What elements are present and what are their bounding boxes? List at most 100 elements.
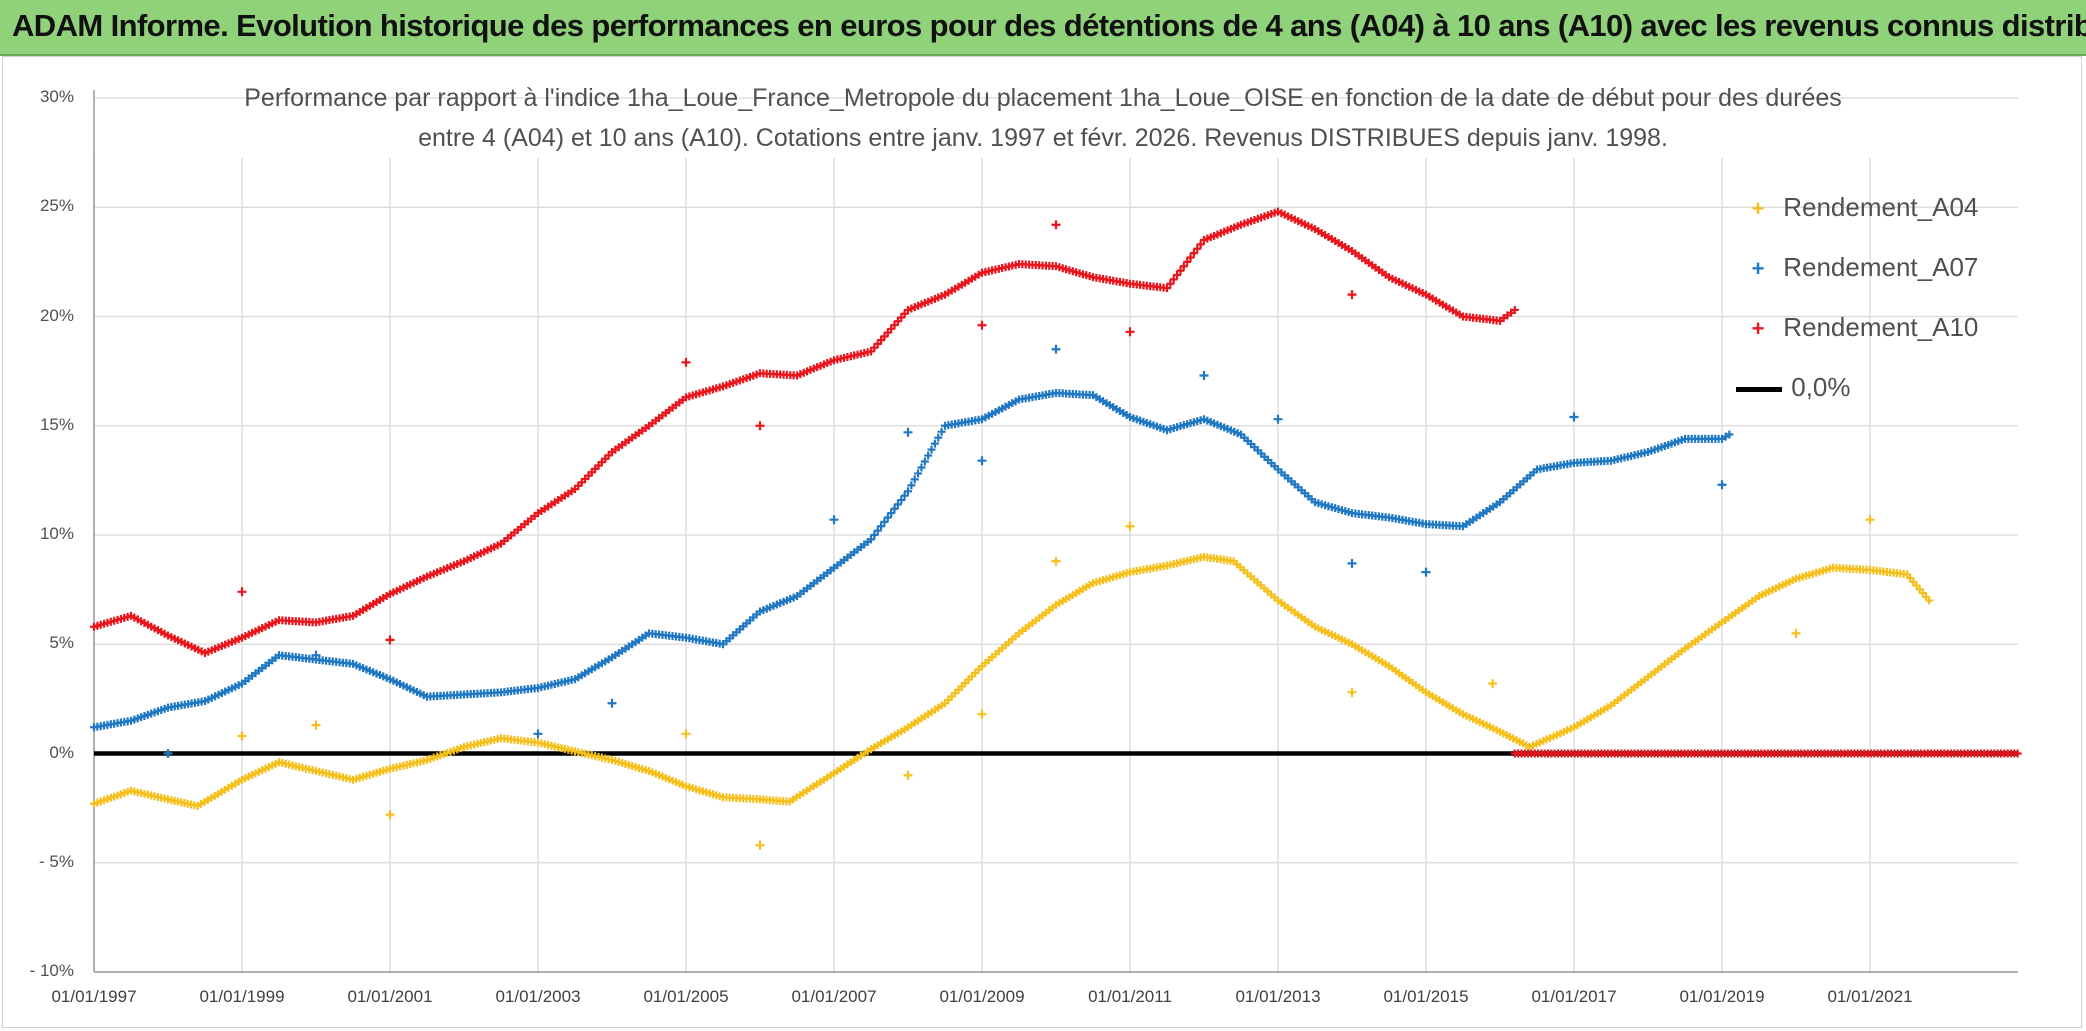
marker-a10 [1193,244,1202,253]
legend-zero-label: 0,0% [1791,372,1851,402]
y-tick-label: - 10% [29,961,74,980]
y-tick-label: - 5% [39,851,74,871]
legend-a10: + Rendement_A10 [1740,312,1979,346]
x-tick-label: 01/01/2019 [1679,987,1765,1006]
outlier-a07 [1569,412,1579,422]
marker-a07 [904,487,912,496]
marker-a10 [1189,249,1198,258]
y-tick-label: 25% [39,196,74,216]
marker-a10 [1186,253,1195,262]
chart-title-line-1: Performance par rapport à l'indice 1ha_L… [244,84,1842,112]
outlier-a04 [977,709,987,719]
marker-a10 [1169,275,1178,284]
marker-a07 [920,457,929,466]
outlier-a10 [385,635,395,645]
marker-a07 [867,535,875,544]
outlier-a04 [1791,628,1801,638]
marker-a07 [930,439,939,448]
outlier-a07 [607,698,617,708]
marker-a07 [914,469,923,478]
marker-a10 [1196,240,1205,249]
page-title: ADAM Informe. Evolution historique des p… [12,8,2086,43]
marker-a07 [880,517,889,526]
outlier-a04 [903,770,913,780]
outlier-a04 [681,729,691,739]
marker-a10 [1163,284,1171,293]
outlier-a04 [1125,521,1135,531]
x-tick-label: 01/01/1997 [51,987,137,1006]
marker-a04 [1925,596,1934,605]
marker-a10 [1179,262,1188,271]
outlier-a07 [903,427,913,437]
header-banner: ADAM Informe. Evolution historique des p… [0,0,2086,56]
outlier-a04 [1488,679,1498,689]
line-swatch-icon [1736,386,1782,392]
outlier-a04 [1865,515,1875,525]
outlier-a07 [533,729,543,739]
marker-a10-zero [2013,749,2022,758]
chart-title-line-2: entre 4 (A04) et 10 ans (A10). Cotations… [418,124,1668,152]
marker-a07 [883,513,892,522]
legend-a04: + Rendement_A04 [1740,192,1979,226]
marker-a10 [1173,270,1182,279]
x-tick-label: 01/01/2021 [1827,987,1913,1006]
outlier-a10 [755,421,765,431]
outlier-a07 [977,456,987,466]
marker-a07 [897,496,906,505]
outlier-a07 [1421,567,1431,577]
marker-a07 [934,433,943,442]
outlier-a04 [1347,687,1357,697]
plus-marker-icon: + [1751,256,1765,281]
marker-a07 [910,475,919,484]
outlier-a04 [755,840,765,850]
plus-marker-icon: + [1751,316,1765,341]
marker-a10 [1510,305,1519,314]
marker-a07 [924,451,933,460]
marker-a07 [890,504,899,513]
outlier-a10 [237,587,247,597]
outlier-a10 [977,320,987,330]
x-tick-label: 01/01/2011 [1088,987,1172,1006]
marker-a07 [893,500,902,509]
legend-a04-label: Rendement_A04 [1783,192,1979,222]
outlier-a07 [163,749,173,758]
x-tick-label: 01/01/2005 [643,987,729,1006]
marker-a07 [887,509,896,518]
outlier-a07 [1717,480,1727,490]
y-tick-label: 10% [39,524,74,543]
outlier-a10 [681,357,691,367]
x-tick-label: 01/01/2001 [347,987,433,1006]
marker-a07 [937,427,946,436]
y-tick-label: 0% [49,742,74,762]
x-tick-label: 01/01/2007 [791,987,877,1006]
marker-a07 [873,526,882,535]
outlier-a07 [1199,370,1209,380]
outlier-a10 [1125,327,1135,337]
x-tick-label: 01/01/2015 [1383,987,1469,1006]
outlier-a04 [237,731,247,741]
y-tick-label: 30% [39,87,74,106]
marker-a10 [1176,266,1185,275]
y-tick-label: 20% [39,305,74,325]
plus-marker-icon: + [1751,196,1765,221]
outlier-a04 [385,810,395,820]
legend-a10-label: Rendement_A10 [1783,312,1979,342]
outlier-a07 [1273,414,1283,424]
marker-a10 [1183,257,1192,266]
x-tick-label: 01/01/2017 [1531,987,1617,1006]
outlier-a10 [1051,220,1061,230]
legend-a07-label: Rendement_A07 [1783,252,1979,282]
y-tick-label: 15% [39,414,74,434]
x-tick-label: 01/01/1999 [199,987,285,1006]
marker-a07 [1725,430,1734,439]
legend-zero: 0,0% [1736,372,1851,406]
chart-frame [2,56,2082,1028]
data-markers [90,207,2022,850]
outlier-a07 [311,650,321,660]
outlier-a04 [311,720,321,730]
x-tick-label: 01/01/2013 [1235,987,1321,1006]
marker-a07 [900,491,909,500]
outlier-a07 [1347,558,1357,568]
marker-a07 [917,463,926,472]
outlier-a04 [1051,556,1061,566]
